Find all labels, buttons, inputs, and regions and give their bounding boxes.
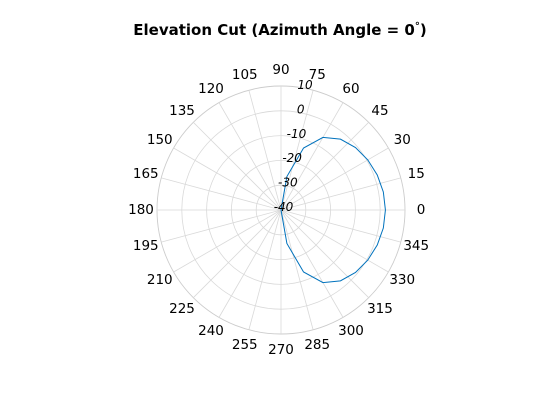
grid-spoke-225 (193, 209, 282, 298)
chart-title: Elevation Cut (Azimuth Angle = 0°) (133, 21, 426, 39)
grid-spoke-105 (248, 90, 282, 211)
grid-spoke-165 (161, 177, 282, 211)
angle-tick-label: 90 (272, 62, 289, 78)
grid-spoke-330 (280, 209, 389, 273)
angle-tick-label: 210 (147, 272, 173, 288)
angle-tick-label: 270 (268, 342, 294, 358)
grid-spoke-285 (280, 209, 314, 330)
grid-spoke-255 (248, 209, 282, 330)
angular-grid-spokes (157, 86, 405, 334)
angle-tick-label: 75 (309, 67, 326, 83)
angle-tick-label: 285 (304, 337, 330, 353)
grid-spoke-135 (193, 122, 282, 211)
grid-spoke-15 (280, 177, 401, 211)
grid-spoke-300 (280, 209, 344, 318)
angle-tick-label: 240 (198, 323, 224, 339)
angle-tick-label: 120 (198, 81, 224, 97)
angle-tick-label: 315 (367, 301, 393, 317)
radial-tick-label: 10 (297, 78, 313, 92)
angle-tick-label: 0 (417, 202, 426, 218)
angle-tick-label: 165 (133, 166, 159, 182)
angle-tick-label: 15 (408, 166, 425, 182)
angle-tick-label: 195 (133, 238, 159, 254)
series-layer (280, 136, 386, 284)
radial-tick-label: -30 (278, 176, 298, 190)
grid-spoke-120 (218, 102, 282, 211)
angle-tick-label: 105 (232, 67, 258, 83)
radial-tick-labels: -40 -30 -20 -10 0 10 (274, 78, 313, 214)
angle-tick-label: 135 (169, 103, 195, 119)
angle-tick-label: 45 (371, 103, 388, 119)
grid-spoke-45 (280, 122, 369, 211)
grid-spoke-150 (173, 147, 282, 211)
grid-spoke-345 (280, 209, 401, 243)
angle-tick-label: 345 (403, 238, 429, 254)
angle-tick-label: 255 (232, 337, 258, 353)
radial-tick-label: 0 (297, 102, 305, 116)
angle-tick-label: 180 (128, 202, 154, 218)
grid-spoke-30 (280, 147, 389, 211)
grid-spoke-240 (218, 209, 282, 318)
grid-spoke-75 (280, 90, 314, 211)
grid-spoke-60 (280, 102, 344, 211)
radial-tick-label: -20 (282, 151, 302, 165)
radial-tick-label: -40 (274, 200, 294, 214)
grid-spoke-195 (161, 209, 282, 243)
angle-tick-label: 330 (389, 272, 415, 288)
series-line-0 (280, 136, 386, 284)
angle-tick-label: 60 (342, 81, 359, 97)
grid-spoke-210 (173, 209, 282, 273)
grid-spoke-315 (280, 209, 369, 298)
angle-tick-label: 30 (394, 132, 411, 148)
radial-tick-label: -10 (287, 127, 307, 141)
angle-tick-label: 225 (169, 301, 195, 317)
angle-tick-label: 300 (338, 323, 364, 339)
angle-tick-label: 150 (147, 132, 173, 148)
